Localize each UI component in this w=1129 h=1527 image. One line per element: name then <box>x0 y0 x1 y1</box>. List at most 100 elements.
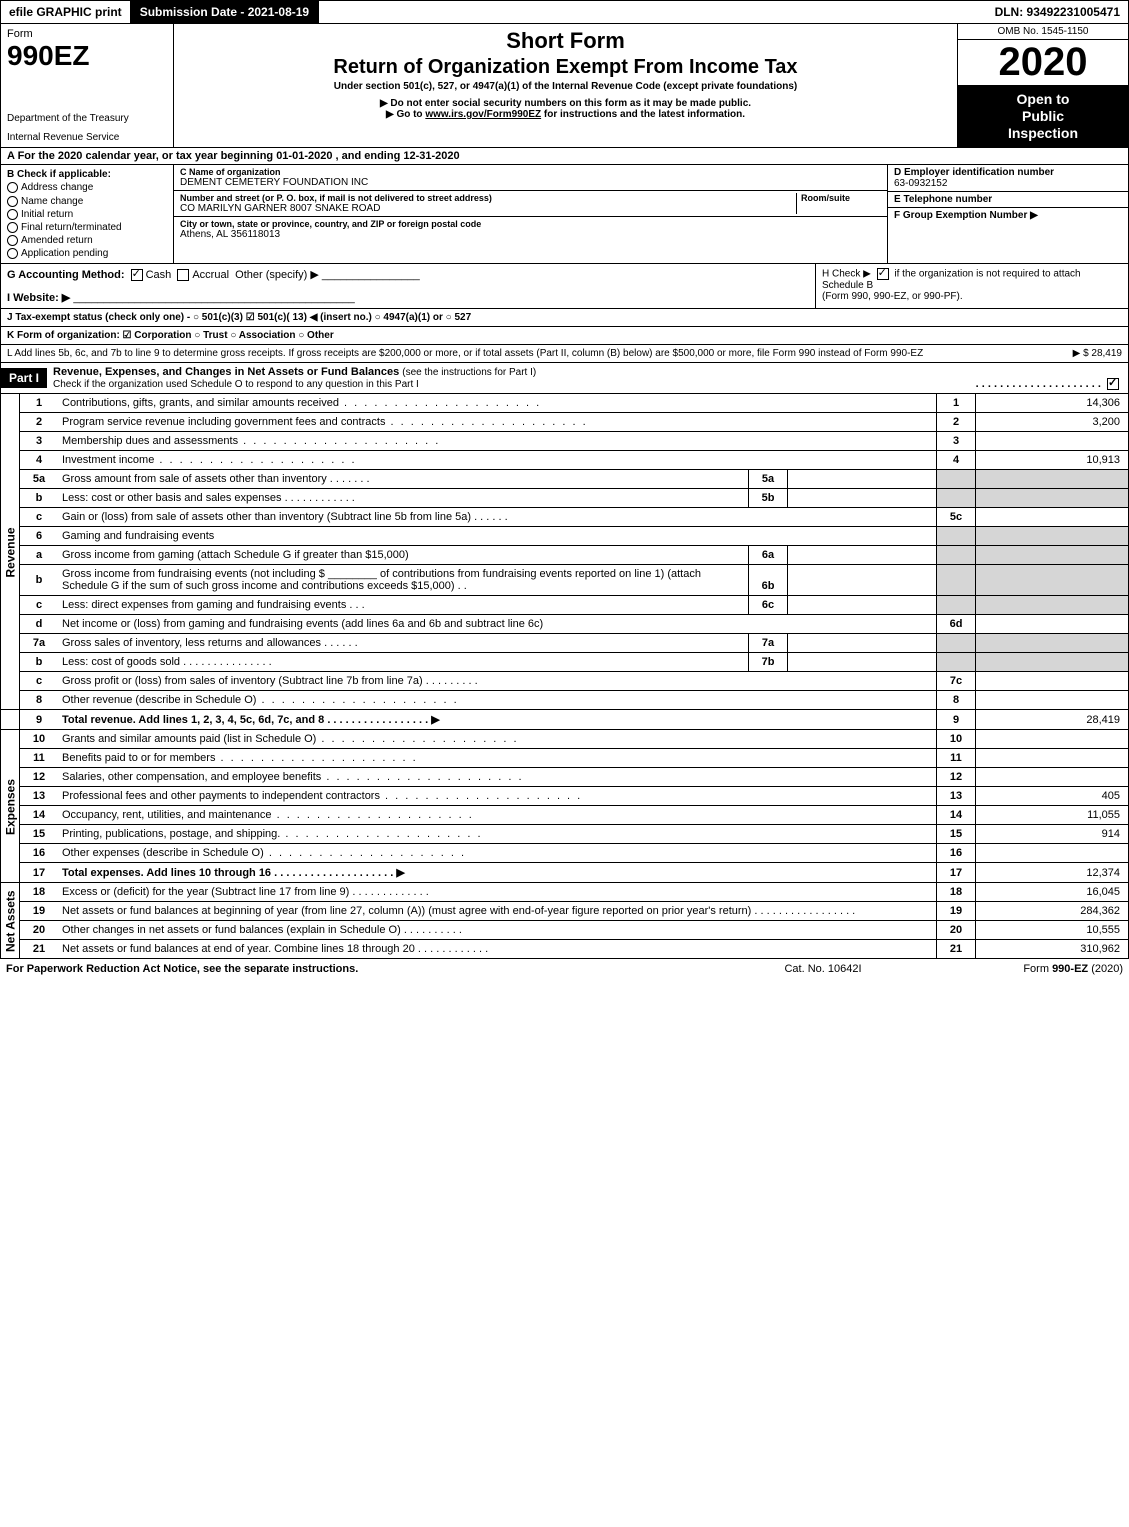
desc-5c: Gain or (loss) from sale of assets other… <box>62 511 471 523</box>
e-label: E Telephone number <box>894 194 1122 205</box>
line-6d: d Net income or (loss) from gaming and f… <box>1 615 1129 634</box>
col-b: B Check if applicable: Address change Na… <box>1 165 174 263</box>
rnum-15: 15 <box>937 825 976 844</box>
val-6 <box>976 527 1129 546</box>
c-name: DEMENT CEMETERY FOUNDATION INC <box>180 177 881 188</box>
b-title: B Check if applicable: <box>7 169 167 180</box>
submission-date-button[interactable]: Submission Date - 2021-08-19 <box>130 1 319 23</box>
side-revenue: Revenue <box>1 394 20 710</box>
desc-6b-wrap: Gross income from fundraising events (no… <box>58 565 749 596</box>
val-12 <box>976 768 1129 787</box>
desc-18: Excess or (deficit) for the year (Subtra… <box>62 886 349 898</box>
val-7a <box>976 634 1129 653</box>
num-5a: 5a <box>20 470 59 489</box>
open3: Inspection <box>962 125 1124 142</box>
line-16: 16 Other expenses (describe in Schedule … <box>1 844 1129 863</box>
num-5c: c <box>20 508 59 527</box>
val-16 <box>976 844 1129 863</box>
g-label: G Accounting Method: <box>7 269 125 281</box>
f-cell: F Group Exemption Number ▶ <box>888 208 1128 263</box>
line-17: 17 Total expenses. Add lines 10 through … <box>1 863 1129 883</box>
dln-label: DLN: 93492231005471 <box>987 1 1128 23</box>
midval-6c <box>788 596 937 615</box>
rnum-2: 2 <box>937 413 976 432</box>
num-10: 10 <box>20 730 59 749</box>
check-init-icon[interactable] <box>7 209 18 220</box>
line-20: 20 Other changes in net assets or fund b… <box>1 921 1129 940</box>
cash-checkbox[interactable] <box>131 269 143 281</box>
check-amend-icon[interactable] <box>7 235 18 246</box>
desc-3: Membership dues and assessments <box>62 435 440 447</box>
rnum-7b <box>937 653 976 672</box>
lines-table: Revenue 1 Contributions, gifts, grants, … <box>0 394 1129 959</box>
rnum-13: 13 <box>937 787 976 806</box>
line-15: 15 Printing, publications, postage, and … <box>1 825 1129 844</box>
val-15: 914 <box>976 825 1129 844</box>
row-j: J Tax-exempt status (check only one) - ○… <box>0 309 1129 327</box>
check-addr-icon[interactable] <box>7 182 18 193</box>
rnum-21: 21 <box>937 940 976 959</box>
line-5c: c Gain or (loss) from sale of assets oth… <box>1 508 1129 527</box>
desc-10: Grants and similar amounts paid (list in… <box>62 733 519 745</box>
mid-6c: 6c <box>749 596 788 615</box>
footer-right: Form 990-EZ (2020) <box>923 963 1123 975</box>
num-5b: b <box>20 489 59 508</box>
part1-check: Check if the organization used Schedule … <box>53 379 419 390</box>
efile-label: efile GRAPHIC print <box>1 1 130 23</box>
f-label: F Group Exemption Number ▶ <box>894 210 1122 221</box>
open-to-public: Open to Public Inspection <box>958 85 1128 147</box>
desc-5b: Less: cost or other basis and sales expe… <box>62 492 282 504</box>
desc-14: Occupancy, rent, utilities, and maintena… <box>62 809 474 821</box>
footer-left: For Paperwork Reduction Act Notice, see … <box>6 963 723 975</box>
val-1: 14,306 <box>976 394 1129 413</box>
header-right: OMB No. 1545-1150 2020 Open to Public In… <box>957 24 1128 147</box>
c-city-cell: City or town, state or province, country… <box>174 217 887 242</box>
line-9: 9 Total revenue. Add lines 1, 2, 3, 4, 5… <box>1 710 1129 730</box>
other-label: Other (specify) ▶ <box>235 269 319 281</box>
header-center: Short Form Return of Organization Exempt… <box>174 24 957 147</box>
mid-5b: 5b <box>749 489 788 508</box>
line-13: 13 Professional fees and other payments … <box>1 787 1129 806</box>
l-text: L Add lines 5b, 6c, and 7b to line 9 to … <box>7 348 1073 359</box>
check-app-icon[interactable] <box>7 248 18 259</box>
num-20: 20 <box>20 921 59 940</box>
d-val: 63-0932152 <box>894 178 1122 189</box>
midval-7a <box>788 634 937 653</box>
num-4: 4 <box>20 451 59 470</box>
form-number: 990EZ <box>7 40 167 72</box>
check-name-icon[interactable] <box>7 196 18 207</box>
rnum-5b <box>937 489 976 508</box>
line-11: 11 Benefits paid to or for members 11 <box>1 749 1129 768</box>
num-7a: 7a <box>20 634 59 653</box>
col-def: D Employer identification number 63-0932… <box>887 165 1128 263</box>
h-checkbox[interactable] <box>877 268 889 280</box>
b-name: Name change <box>21 196 83 207</box>
c-city-label: City or town, state or province, country… <box>180 219 881 229</box>
h1: H Check ▶ <box>822 269 871 280</box>
desc-13: Professional fees and other payments to … <box>62 790 582 802</box>
desc-12: Salaries, other compensation, and employ… <box>62 771 524 783</box>
val-17: 12,374 <box>976 863 1129 883</box>
return-title: Return of Organization Exempt From Incom… <box>180 56 951 79</box>
b-final: Final return/terminated <box>21 222 122 233</box>
num-18: 18 <box>20 883 59 902</box>
room-label: Room/suite <box>801 193 881 203</box>
row-k: K Form of organization: ☑ Corporation ○ … <box>0 327 1129 345</box>
num-7b: b <box>20 653 59 672</box>
part1-title: Revenue, Expenses, and Changes in Net As… <box>53 366 399 378</box>
val-14: 11,055 <box>976 806 1129 825</box>
val-5a <box>976 470 1129 489</box>
accrual-checkbox[interactable] <box>177 269 189 281</box>
num-13: 13 <box>20 787 59 806</box>
line-7b: b Less: cost of goods sold . . . . . . .… <box>1 653 1129 672</box>
open1: Open to <box>962 91 1124 108</box>
rnum-5a <box>937 470 976 489</box>
rnum-12: 12 <box>937 768 976 787</box>
rnum-1: 1 <box>937 394 976 413</box>
c-name-cell: C Name of organization DEMENT CEMETERY F… <box>174 165 887 191</box>
val-5c <box>976 508 1129 527</box>
check-final-icon[interactable] <box>7 222 18 233</box>
num-21: 21 <box>20 940 59 959</box>
go-to-link[interactable]: www.irs.gov/Form990EZ <box>425 109 541 120</box>
part1-checkbox[interactable] <box>1107 378 1119 390</box>
